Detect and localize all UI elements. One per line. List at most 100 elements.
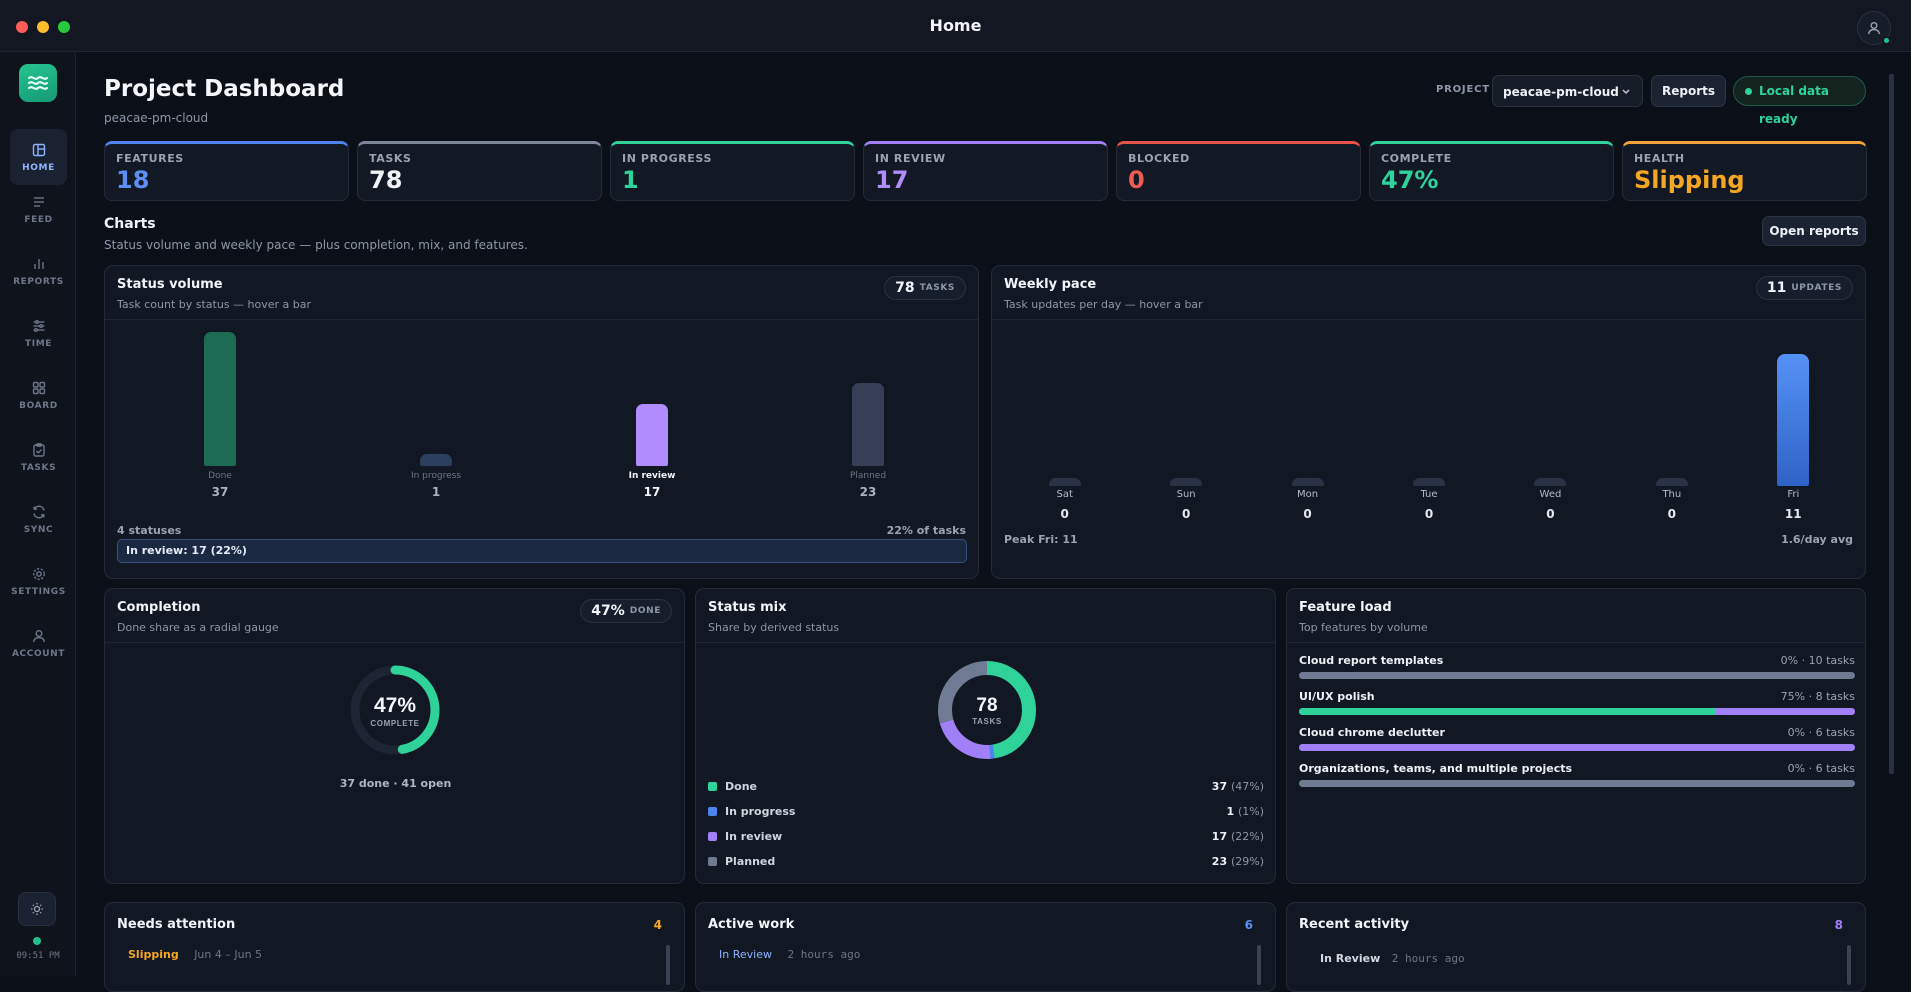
scrollbar[interactable] (1257, 945, 1261, 985)
pace-bar-wed[interactable] (1534, 478, 1567, 486)
reports-button[interactable]: Reports (1651, 75, 1726, 107)
bar-category-label: Wed (1539, 489, 1562, 500)
open-reports-button[interactable]: Open reports (1762, 216, 1866, 246)
stat-card-in-progress[interactable]: IN PROGRESS 1 (610, 141, 855, 201)
stat-card-complete[interactable]: COMPLETE 47% (1369, 141, 1614, 201)
average-note: 1.6/day avg (1781, 533, 1853, 546)
stat-value: 0 (1128, 166, 1145, 194)
bar-category-label: Tue (1420, 489, 1438, 500)
recent-activity-count: 8 (1834, 918, 1843, 932)
pace-bar-fri[interactable] (1777, 354, 1810, 486)
divider (1287, 642, 1865, 643)
feature-meta: 0% · 6 tasks (1787, 726, 1855, 739)
feature-name: Organizations, teams, and multiple proje… (1299, 762, 1573, 775)
stat-card-features[interactable]: FEATURES 18 (104, 141, 349, 201)
stat-card-health[interactable]: HEALTH Slipping (1622, 141, 1867, 201)
sync-icon (32, 505, 45, 518)
home-icon (32, 143, 45, 156)
scrollbar[interactable] (666, 945, 670, 985)
card-subtitle: Share by derived status (708, 621, 840, 634)
pace-bar-sat[interactable] (1048, 478, 1081, 486)
page-scrollbar[interactable] (1889, 74, 1894, 774)
sidebar-item-time[interactable]: TIME (10, 305, 67, 361)
feature-load-card: Feature load Top features by volume Clou… (1286, 588, 1866, 884)
sidebar-item-account[interactable]: ACCOUNT (10, 615, 67, 671)
stat-value: 18 (116, 166, 150, 194)
bar-category-label: Sat (1056, 489, 1073, 500)
donut-segments (938, 661, 1036, 759)
bar-category-label: Planned (849, 471, 887, 481)
stat-value: 78 (369, 166, 403, 194)
feature-meta: 0% · 10 tasks (1780, 654, 1855, 667)
minimize-window-button[interactable] (37, 21, 49, 33)
share-note: 22% of tasks (886, 524, 966, 537)
local-data-status-label: Local data ready (1759, 84, 1829, 126)
list-item[interactable]: Slipping Jun 4 – Jun 5 (128, 948, 262, 961)
legend-in-review: In review 17 (22%) (708, 829, 1264, 845)
sidebar-item-label: TIME (25, 338, 52, 349)
legend-name: In progress (725, 805, 796, 818)
stat-card-in-review[interactable]: IN REVIEW 17 (863, 141, 1108, 201)
pace-bar-thu[interactable] (1655, 478, 1688, 486)
donut-segment-planned[interactable] (938, 661, 1036, 759)
scrollbar[interactable] (1847, 945, 1851, 985)
sidebar-item-label: TASKS (20, 462, 57, 473)
legend-count: 17 (1211, 830, 1228, 843)
sun-icon (31, 903, 43, 915)
legend-value: 1 (1%) (1226, 805, 1264, 818)
feature-name: Cloud chrome declutter (1299, 726, 1445, 739)
bar-category-label: Done (208, 471, 232, 481)
legend-in-progress: In progress 1 (1%) (708, 804, 1264, 820)
bar-value-label: 23 (859, 485, 877, 499)
status-bar-planned[interactable] (852, 382, 884, 466)
sidebar-item-board[interactable]: BOARD (10, 367, 67, 423)
sidebar-item-label: REPORTS (13, 276, 64, 287)
item-dates: Jun 4 – Jun 5 (194, 948, 263, 961)
feature-progress-track (1299, 708, 1855, 715)
item-time: 2 hours ago (787, 948, 861, 961)
bar-category-label: Mon (1297, 489, 1319, 500)
card-title: Feature load (1299, 600, 1392, 615)
stat-card-blocked[interactable]: BLOCKED 0 (1116, 141, 1361, 201)
theme-toggle-button[interactable] (18, 892, 56, 926)
pace-bar-tue[interactable] (1413, 478, 1445, 486)
legend-count: 23 (1211, 855, 1228, 868)
close-window-button[interactable] (16, 21, 28, 33)
legend-count: 37 (1211, 780, 1228, 793)
legend-percent: (29%) (1230, 855, 1264, 868)
donut-segment-in-review[interactable] (938, 661, 1036, 759)
status-bar-in-progress[interactable] (420, 454, 452, 466)
pill-number: 47% (591, 603, 625, 619)
status-bar-in-review[interactable] (636, 404, 668, 466)
project-select[interactable]: peacae-pm-cloud (1492, 75, 1643, 107)
card-title: Active work (708, 917, 795, 932)
sidebar-item-tasks[interactable]: TASKS (10, 429, 67, 485)
sidebar-item-settings[interactable]: SETTINGS (10, 553, 67, 609)
update-count-pill: 11 UPDATES (1755, 276, 1853, 300)
list-item[interactable]: In Review 2 hours ago (1320, 952, 1465, 965)
item-time: 2 hours ago (1391, 952, 1465, 965)
pill-unit: TASKS (919, 283, 955, 293)
sidebar-item-reports[interactable]: REPORTS (10, 243, 67, 299)
item-tag: In Review (1320, 952, 1381, 965)
feature-name: UI/UX polish (1299, 690, 1375, 703)
sidebar-item-sync[interactable]: SYNC (10, 491, 67, 547)
list-item[interactable]: In Review 2 hours ago (719, 948, 860, 961)
sidebar-item-home[interactable]: HOME (10, 129, 67, 185)
bar-category-label: In progress (410, 471, 462, 481)
zoom-window-button[interactable] (58, 21, 70, 33)
legend-planned: Planned 23 (29%) (708, 854, 1264, 870)
sidebar-item-feed[interactable]: FEED (10, 181, 67, 237)
app-logo[interactable] (19, 64, 57, 102)
stat-card-tasks[interactable]: TASKS 78 (357, 141, 602, 201)
stat-value: Slipping (1634, 166, 1745, 194)
profile-button[interactable] (1857, 11, 1891, 45)
legend-swatch (708, 832, 717, 841)
stat-value: 17 (875, 166, 909, 194)
bar-value-label: 0 (1060, 507, 1069, 521)
item-tag: In Review (719, 948, 772, 961)
pace-bar-sun[interactable] (1170, 478, 1203, 486)
status-bar-done[interactable] (204, 332, 236, 466)
pace-bar-mon[interactable] (1291, 478, 1324, 486)
title-bar: Home (0, 0, 1911, 52)
